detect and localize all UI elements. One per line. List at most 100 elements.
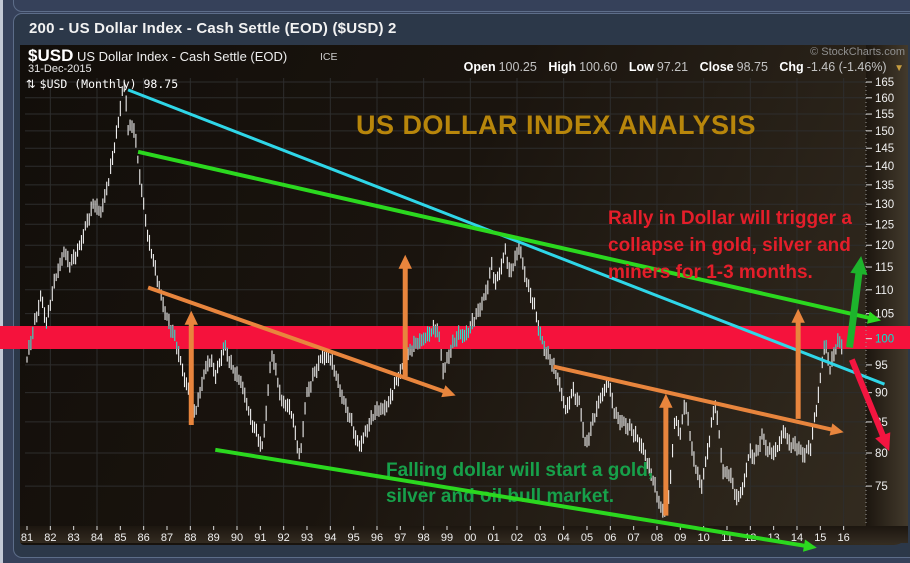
close-label: Close xyxy=(699,60,734,74)
low-value: 97.21 xyxy=(656,60,689,74)
x-axis-label: 91 xyxy=(254,532,266,544)
y-axis-label: 115 xyxy=(875,262,893,274)
resistance-band xyxy=(0,325,910,350)
y-axis-label: 90 xyxy=(875,388,888,400)
x-axis-label: 86 xyxy=(138,532,150,544)
y-axis-label: 75 xyxy=(875,481,888,493)
y-axis-label: 155 xyxy=(875,109,894,121)
x-axis-label: 94 xyxy=(324,532,336,544)
low-label: Low xyxy=(628,60,654,74)
x-axis-label: 82 xyxy=(44,532,56,544)
chg-label: Chg xyxy=(779,60,804,74)
orange-upper-channel-line-head xyxy=(441,385,456,398)
x-axis-label: 87 xyxy=(161,532,173,544)
high-label: High xyxy=(548,60,577,74)
x-axis-label: 05 xyxy=(581,532,593,544)
stockcharts-copyright: © StockCharts.com xyxy=(810,46,905,58)
red-collapse-arrow xyxy=(849,358,889,444)
x-axis-label: 83 xyxy=(68,532,80,544)
orange-up-arrow-1997-head xyxy=(398,254,412,269)
y-axis-margin xyxy=(866,45,908,542)
y-axis-label: 165 xyxy=(875,77,894,89)
y-axis-label: 100 xyxy=(875,334,894,346)
x-axis-label: 95 xyxy=(348,532,360,544)
y-axis-label: 110 xyxy=(875,285,893,297)
x-axis-label: 89 xyxy=(208,532,220,544)
x-axis-label: 07 xyxy=(628,532,640,544)
x-axis-label: 03 xyxy=(534,532,546,544)
orange-lower-channel-line-head xyxy=(829,423,844,436)
rally-note-line1: Rally in Dollar will trigger a xyxy=(608,208,852,229)
y-axis-label: 145 xyxy=(875,143,894,155)
orange-up-arrow-1988-head xyxy=(184,310,198,325)
x-axis-label: 99 xyxy=(441,532,453,544)
x-axis-label: 00 xyxy=(464,532,476,544)
x-axis-label: 81 xyxy=(21,532,33,544)
orange-lower-channel-line xyxy=(552,364,838,433)
y-axis-label: 150 xyxy=(875,126,894,138)
symbol-label: $USD xyxy=(28,46,74,65)
green-rally-arrow xyxy=(846,265,864,348)
rally-note-line3: miners for 1-3 months. xyxy=(608,262,813,283)
open-value: 100.25 xyxy=(498,60,537,74)
x-axis-label: 96 xyxy=(371,532,383,544)
red-collapse-arrow-head xyxy=(875,432,891,452)
y-axis-label: 120 xyxy=(875,240,894,252)
green-upper-channel-line xyxy=(137,149,875,321)
instrument-name: US Dollar Index - Cash Settle (EOD) xyxy=(77,49,288,64)
window-edge xyxy=(0,0,3,563)
x-axis-label: 93 xyxy=(301,532,313,544)
quote-dropdown-icon[interactable]: ▼ xyxy=(894,63,904,74)
quote-row: Open 100.25 High 100.60 Low 97.21 Close 98.7… xyxy=(456,60,904,74)
annotation-tool-icon: ⇅ xyxy=(26,77,36,91)
close-value: 98.75 xyxy=(736,60,768,74)
chart-legend: ⇅ $USD (Monthly) 98.75 xyxy=(26,77,178,91)
x-axis-label: 15 xyxy=(814,532,826,544)
quote-date: 31-Dec-2015 xyxy=(28,63,92,75)
x-axis-label: 92 xyxy=(278,532,290,544)
x-axis-label: 84 xyxy=(91,532,103,544)
y-axis-label: 105 xyxy=(875,309,894,321)
x-axis-label: 09 xyxy=(674,532,686,544)
x-axis-label: 14 xyxy=(791,532,803,544)
x-axis-label: 97 xyxy=(394,532,406,544)
x-axis-label: 10 xyxy=(698,532,710,544)
analysis-title: US DOLLAR INDEX ANALYSIS xyxy=(356,110,757,140)
x-axis-label: 04 xyxy=(558,532,570,544)
x-axis-label: 06 xyxy=(604,532,616,544)
green-rally-arrow-head xyxy=(850,256,868,275)
green-upper-channel-line-head xyxy=(866,311,881,324)
exchange-label: ICE xyxy=(320,51,338,63)
y-axis-label: 125 xyxy=(875,219,894,231)
y-axis-label: 80 xyxy=(875,448,888,460)
rally-note-line2: collapse in gold, silver and xyxy=(608,235,851,256)
x-axis-label: 11 xyxy=(721,532,732,544)
y-axis-label: 135 xyxy=(875,180,894,192)
y-axis-label: 130 xyxy=(875,199,894,211)
x-axis-label: 90 xyxy=(231,532,243,544)
x-axis-label: 85 xyxy=(114,532,126,544)
orange-up-arrow-2014-head xyxy=(791,308,805,323)
green-lower-support-line-head xyxy=(802,539,817,552)
falling-note-line1: Falling dollar will start a gold, xyxy=(386,460,654,481)
rally-dollar-note: Rally in Dollar will trigger a collapse … xyxy=(608,205,852,286)
x-axis-label: 98 xyxy=(418,532,430,544)
x-axis-label: 08 xyxy=(651,532,663,544)
x-axis-margin xyxy=(20,526,908,543)
chart-title: 200 - US Dollar Index - Cash Settle (EOD… xyxy=(29,20,397,37)
upper-panel-edge xyxy=(13,0,910,12)
legend-text: $USD (Monthly) 98.75 xyxy=(39,77,179,91)
open-label: Open xyxy=(463,60,496,74)
y-axis-label: 140 xyxy=(875,161,894,173)
x-axis-label: 16 xyxy=(838,532,850,544)
y-axis-label: 160 xyxy=(875,93,894,105)
high-value: 100.60 xyxy=(579,60,618,74)
green-lower-support-line xyxy=(214,447,811,549)
orange-up-arrow-2008-head xyxy=(659,393,673,408)
y-axis-label: 95 xyxy=(875,360,888,372)
orange-upper-channel-line xyxy=(147,285,450,396)
chg-value: -1.46 (-1.46%) xyxy=(806,60,887,74)
